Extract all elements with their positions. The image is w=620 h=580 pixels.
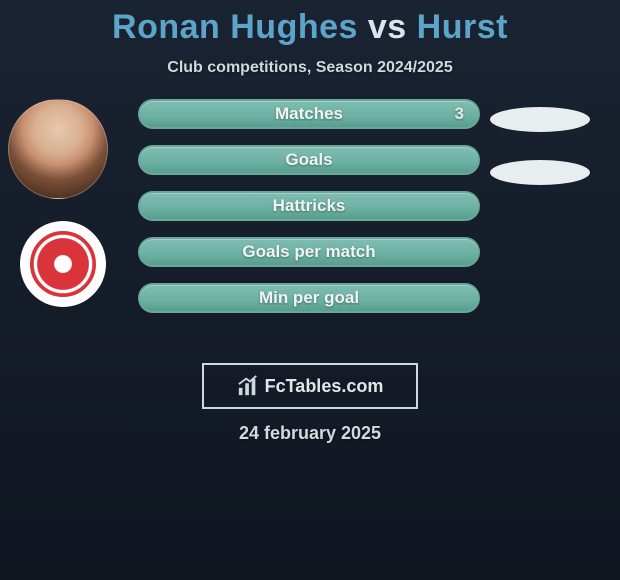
avatars <box>8 99 118 329</box>
player2-name: Hurst <box>417 8 508 46</box>
comparison-title: Ronan Hughes vs Hurst <box>0 8 620 47</box>
stat-label: Goals <box>140 147 478 173</box>
stat-bar-min-per-goal: Min per goal <box>138 283 480 313</box>
brand-box: FcTables.com <box>202 363 418 409</box>
subtitle: Club competitions, Season 2024/2025 <box>0 59 620 77</box>
right-value-blob <box>490 107 590 132</box>
right-value-blob <box>490 160 590 185</box>
stat-label: Matches <box>140 101 478 127</box>
player-photo <box>8 99 108 199</box>
stat-bar-goals-per-match: Goals per match <box>138 237 480 267</box>
stat-label: Min per goal <box>140 285 478 311</box>
bar-chart-icon <box>237 375 259 397</box>
brand-text: FcTables.com <box>265 376 384 397</box>
stat-bars: Matches 3 Goals Hattricks Goals per matc… <box>138 99 480 329</box>
right-value-column <box>490 99 594 213</box>
date: 24 february 2025 <box>0 423 620 444</box>
stat-label: Goals per match <box>140 239 478 265</box>
vs-text: vs <box>368 8 407 46</box>
club-crest <box>20 221 106 307</box>
stat-value-left: 3 <box>455 101 464 127</box>
player1-name: Ronan Hughes <box>112 8 358 46</box>
crest-icon <box>30 231 96 297</box>
stat-bar-matches: Matches 3 <box>138 99 480 129</box>
stat-bar-hattricks: Hattricks <box>138 191 480 221</box>
stat-label: Hattricks <box>140 193 478 219</box>
stat-bar-goals: Goals <box>138 145 480 175</box>
